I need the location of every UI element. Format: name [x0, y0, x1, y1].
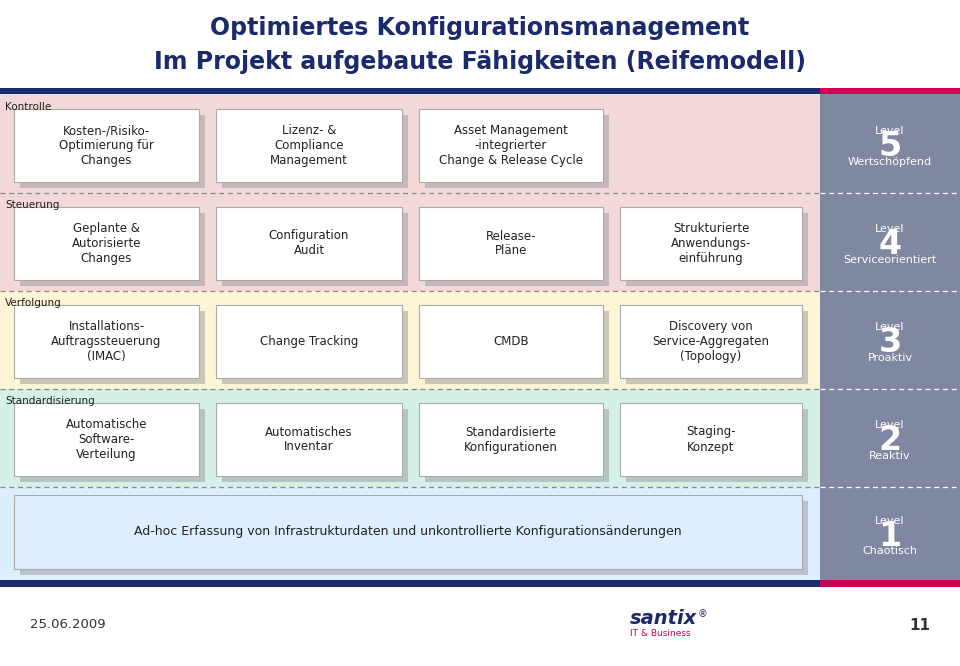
Bar: [0, 94, 820, 580]
Text: Discovery von
Service-Aggregaten
(Topology): Discovery von Service-Aggregaten (Topolo…: [653, 320, 770, 363]
Bar: [419, 305, 603, 378]
Bar: [820, 94, 960, 580]
Text: Staging-
Konzept: Staging- Konzept: [686, 426, 735, 454]
Bar: [20, 409, 205, 482]
Text: Installations-
Auftragssteuerung
(IMAC): Installations- Auftragssteuerung (IMAC): [51, 320, 161, 363]
Text: ®: ®: [698, 609, 708, 619]
Bar: [14, 305, 199, 378]
Bar: [20, 213, 205, 286]
Bar: [222, 115, 408, 188]
Bar: [620, 403, 802, 476]
Bar: [0, 0, 960, 90]
Bar: [0, 193, 820, 291]
Text: santix: santix: [630, 609, 697, 627]
Bar: [820, 580, 960, 587]
Bar: [626, 213, 808, 286]
Text: Level: Level: [876, 515, 904, 525]
Text: Kosten-/Risiko-
Optimierung für
Changes: Kosten-/Risiko- Optimierung für Changes: [60, 124, 154, 167]
Bar: [216, 109, 402, 182]
Bar: [20, 501, 808, 575]
Text: Standardisierte
Konfigurationen: Standardisierte Konfigurationen: [464, 426, 558, 454]
Text: Level: Level: [876, 420, 904, 430]
Bar: [216, 207, 402, 280]
Bar: [419, 109, 603, 182]
Bar: [419, 207, 603, 280]
Text: Wertschöpfend: Wertschöpfend: [848, 157, 932, 167]
Text: Kontrolle: Kontrolle: [5, 102, 51, 112]
Bar: [820, 88, 960, 94]
Text: Release-
Pläne: Release- Pläne: [486, 230, 537, 258]
Text: Automatisches
Inventar: Automatisches Inventar: [265, 426, 353, 454]
Text: Ad-hoc Erfassung von Infrastrukturdaten und unkontrollierte Konfigurationsänderu: Ad-hoc Erfassung von Infrastrukturdaten …: [134, 525, 682, 539]
Text: Steuerung: Steuerung: [5, 200, 60, 210]
Bar: [419, 403, 603, 476]
Text: IT & Business: IT & Business: [630, 629, 690, 637]
Bar: [216, 403, 402, 476]
Text: Im Projekt aufgebaute Fähigkeiten (Reifemodell): Im Projekt aufgebaute Fähigkeiten (Reife…: [154, 50, 806, 74]
Bar: [620, 305, 802, 378]
Text: Change Tracking: Change Tracking: [260, 335, 358, 348]
Text: Automatische
Software-
Verteilung: Automatische Software- Verteilung: [65, 418, 147, 461]
Bar: [216, 305, 402, 378]
Text: Reaktiv: Reaktiv: [869, 451, 911, 461]
Bar: [20, 311, 205, 384]
Text: Standardisierung: Standardisierung: [5, 396, 95, 406]
Bar: [620, 207, 802, 280]
Text: Level: Level: [876, 126, 904, 136]
Bar: [14, 207, 199, 280]
Bar: [14, 109, 199, 182]
Text: Geplante &
Autorisierte
Changes: Geplante & Autorisierte Changes: [72, 222, 141, 265]
Bar: [425, 115, 609, 188]
Text: 5: 5: [878, 131, 901, 163]
Text: Chaotisch: Chaotisch: [862, 547, 918, 557]
Bar: [626, 311, 808, 384]
Text: Strukturierte
Anwendungs-
einführung: Strukturierte Anwendungs- einführung: [671, 222, 751, 265]
Text: 11: 11: [909, 617, 930, 633]
Text: 25.06.2009: 25.06.2009: [30, 619, 106, 631]
Text: Proaktiv: Proaktiv: [868, 353, 913, 363]
Text: CMDB: CMDB: [493, 335, 529, 348]
Bar: [626, 409, 808, 482]
Text: Lizenz- &
Compliance
Management: Lizenz- & Compliance Management: [270, 124, 348, 167]
Text: 3: 3: [878, 326, 901, 360]
Text: Verfolgung: Verfolgung: [5, 298, 61, 308]
Bar: [14, 495, 802, 569]
Text: 4: 4: [878, 228, 901, 262]
Text: Asset Management
-integrierter
Change & Release Cycle: Asset Management -integrierter Change & …: [439, 124, 583, 167]
Text: Configuration
Audit: Configuration Audit: [269, 230, 349, 258]
Bar: [0, 291, 820, 389]
Bar: [425, 409, 609, 482]
Bar: [425, 213, 609, 286]
Bar: [222, 213, 408, 286]
Bar: [0, 487, 820, 580]
Text: Level: Level: [876, 322, 904, 332]
Bar: [0, 389, 820, 487]
Bar: [0, 95, 820, 193]
Text: 1: 1: [878, 520, 901, 553]
Text: Level: Level: [876, 224, 904, 234]
Text: 2: 2: [878, 424, 901, 458]
Bar: [0, 587, 960, 666]
Bar: [14, 403, 199, 476]
Bar: [425, 311, 609, 384]
Bar: [20, 115, 205, 188]
Text: Serviceorientiert: Serviceorientiert: [844, 255, 937, 265]
Bar: [0, 580, 820, 587]
Bar: [222, 409, 408, 482]
Bar: [0, 88, 820, 94]
Text: Optimiertes Konfigurationsmanagement: Optimiertes Konfigurationsmanagement: [210, 16, 750, 40]
Bar: [222, 311, 408, 384]
